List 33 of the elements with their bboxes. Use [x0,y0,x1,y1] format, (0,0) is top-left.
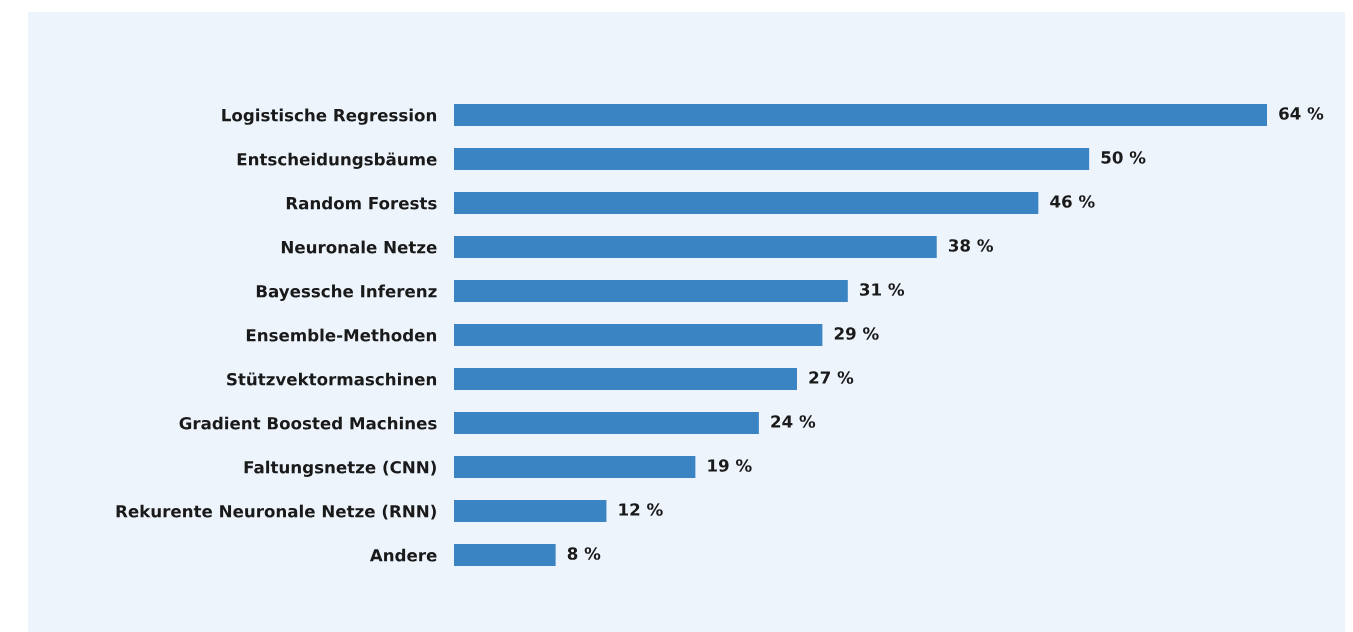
bar [454,279,848,302]
y-tick-label: Bayessche Inferenz [256,284,437,301]
y-tick-label: Logistische Regression [222,108,437,125]
bar [454,103,1267,126]
data-label: 19 % [708,459,752,472]
y-tick-label: Entscheidungsbäume [237,152,437,169]
data-label: 64 % [1279,107,1324,120]
y-tick-label: Rekurente Neuronale Netze (RNN) [116,504,436,520]
data-label: 38 % [948,239,993,252]
bar [454,455,696,478]
y-tick-label: Gradient Boosted Machines [179,416,437,430]
y-tick-label: Andere [369,548,437,562]
data-label: 24 % [771,415,816,428]
data-label: 31 % [860,283,905,296]
data-label: 27 % [809,371,854,384]
y-tick-label: Ensemble-Methoden [246,328,437,342]
y-tick-label: Neuronale Netze [281,240,437,254]
bar [454,323,823,346]
data-label: 12 % [619,503,663,516]
bar [454,367,797,390]
data-label: 46 % [1050,195,1095,208]
data-label: 50 % [1101,151,1146,164]
data-label: 8 % [567,547,601,560]
bar [454,235,937,258]
bar [454,147,1090,170]
bar [454,411,759,434]
y-tick-label: Stützvektormaschinen [227,372,437,386]
bar [454,500,607,522]
bar [454,191,1039,214]
y-tick-label: Random Forests [286,196,437,210]
y-tick-label: Faltungsnetze (CNN) [244,460,436,477]
data-label: 29 % [834,327,879,340]
bar [454,544,556,567]
